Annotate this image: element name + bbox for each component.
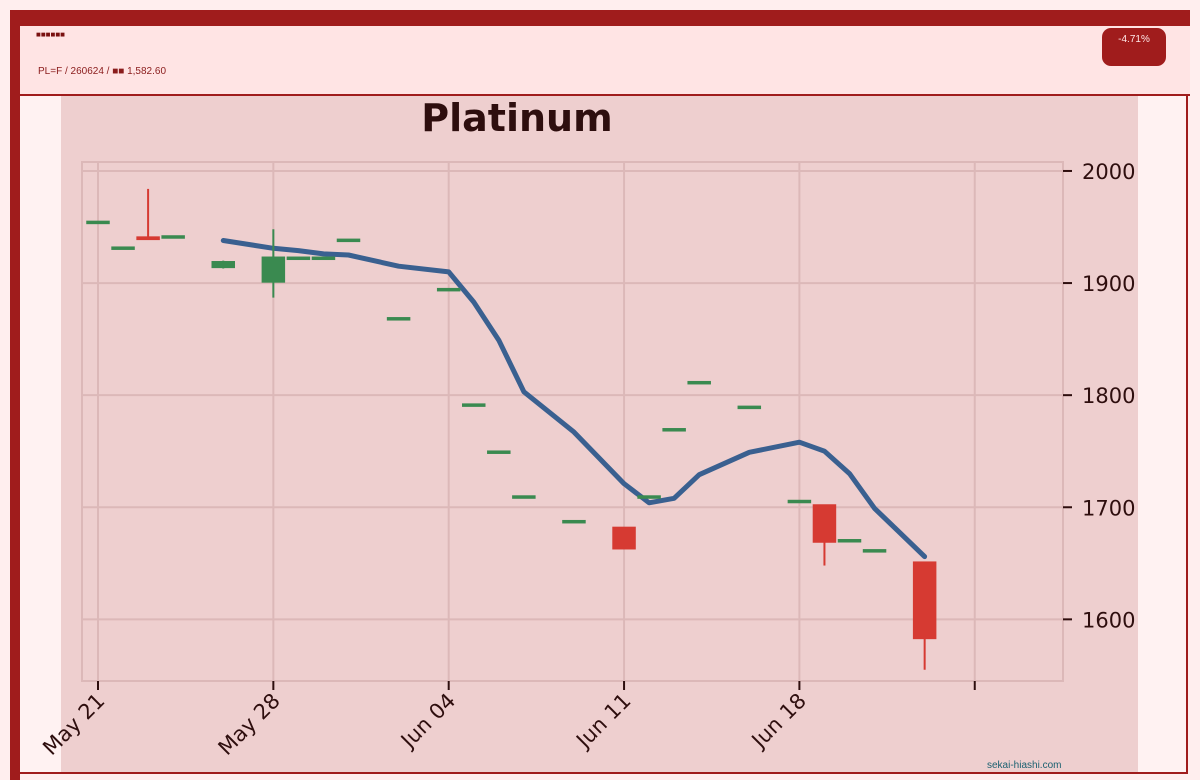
candle-body (311, 256, 336, 261)
y-axis: 1600 1700 1800 1900 2000 (1063, 160, 1135, 632)
header-title: ■■■■■■ (36, 30, 65, 39)
candle-body (787, 499, 812, 504)
candle (111, 246, 135, 250)
candle-body (436, 287, 461, 292)
grid-lines (82, 162, 1063, 681)
candle-body (687, 380, 711, 385)
candle (462, 403, 486, 407)
candle-body (562, 519, 586, 524)
candle (436, 287, 461, 292)
y-tick-label: 1600 (1082, 608, 1135, 632)
frame-left-bar (10, 10, 20, 780)
candle (662, 428, 686, 432)
candle-body (912, 561, 937, 640)
change-badge: -4.71% (1102, 28, 1166, 66)
source-label: sekai-hiashi.com (987, 760, 1062, 771)
chart-title: Platinum (421, 96, 612, 140)
plot-background (61, 96, 1138, 772)
candle-body (286, 256, 311, 261)
candle-body (161, 235, 185, 239)
moving-average-series (220, 238, 928, 560)
candle (211, 260, 235, 269)
y-tick-label: 1700 (1082, 496, 1135, 520)
candle (336, 238, 361, 243)
frame-top-bar (10, 10, 1190, 26)
candle (86, 220, 110, 225)
candle-body (86, 220, 110, 225)
candle (512, 495, 536, 499)
candle-body (662, 428, 686, 432)
candle (637, 495, 661, 499)
candle (386, 317, 411, 321)
candle-body (261, 256, 286, 283)
chart-panel: Platinum 1600 1700 1800 1900 2000 May 21 May … (20, 96, 1188, 774)
candle (161, 235, 185, 239)
candle (487, 450, 511, 454)
candle-body (737, 405, 762, 410)
candle (837, 539, 862, 543)
candle (862, 549, 887, 553)
candle (687, 380, 711, 385)
candle (612, 526, 636, 550)
candle-body (612, 526, 636, 550)
candle (912, 561, 937, 670)
candle (286, 256, 311, 261)
candle-body (487, 450, 511, 454)
candle-body (136, 236, 160, 241)
candle (261, 229, 286, 298)
header-subtitle: PL=F / 260624 / ■■ 1,582.60 (38, 66, 167, 77)
y-tick-label: 2000 (1082, 160, 1135, 184)
candle-body (637, 495, 661, 499)
candle (787, 499, 812, 504)
candle (311, 256, 336, 261)
candle-body (462, 403, 486, 407)
candle (562, 519, 586, 524)
candle-body (512, 495, 536, 499)
header: ■■■■■■ PL=F / 260624 / ■■ 1,582.60 -4.71… (20, 26, 1190, 96)
candles (86, 188, 937, 670)
candle-body (211, 261, 235, 269)
candle-body (837, 539, 862, 543)
y-tick-label: 1800 (1082, 384, 1135, 408)
candle-body (111, 246, 135, 250)
candle (812, 504, 837, 566)
candle-body (812, 504, 837, 543)
candle-body (862, 549, 887, 553)
candle (737, 405, 762, 410)
candle-body (386, 317, 411, 321)
moving-average-line (220, 238, 928, 560)
candle (136, 188, 160, 241)
candle-body (336, 238, 361, 243)
axes-frame (81, 161, 1064, 682)
y-tick-label: 1900 (1082, 272, 1135, 296)
